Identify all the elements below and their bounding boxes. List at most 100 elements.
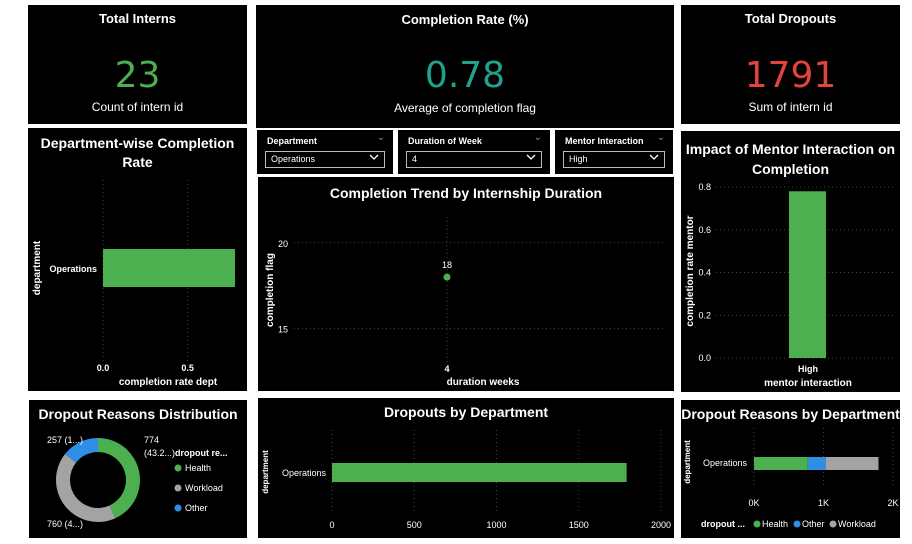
data-point [443, 273, 451, 281]
legend-item: Other [185, 503, 208, 513]
kpi-title: Completion Rate (%) [401, 12, 529, 27]
bar-high [789, 191, 826, 358]
data-label: 18 [442, 260, 452, 270]
slice-health [98, 438, 140, 519]
dept-completion-plot: 0.0 0.5 Operations completion rate dept depa… [32, 180, 235, 388]
kpi-value: 23 [114, 55, 161, 96]
chevron-down-icon[interactable]: ⌄ [533, 132, 542, 143]
chevron-down-icon[interactable]: ⌄ [376, 132, 385, 143]
y-tick-label: Operations [282, 468, 327, 478]
bar-segment-workload [825, 457, 879, 470]
kpi-title: Total Dropouts [744, 11, 837, 26]
bar-operations [103, 249, 235, 287]
chart-completion-trend[interactable]: Completion Trend by Internship Duration … [258, 177, 674, 391]
y-axis-label: completion flag [265, 253, 276, 327]
slicer-dropdown[interactable]: High [563, 151, 665, 168]
slicer-label: Duration of Week [408, 136, 482, 146]
x-tick-label: High [798, 364, 818, 374]
slice-workload [55, 453, 116, 522]
x-tick-label: 0.0 [97, 363, 110, 373]
chevron-down-icon [526, 154, 536, 160]
slicer-label: Department [267, 136, 318, 146]
chart-dept-completion[interactable]: Department-wise Completion Rate 0.0 0.5 Op… [28, 128, 247, 391]
chart-title-line: Impact of Mentor Interaction on [685, 141, 896, 157]
legend-item: Other [802, 519, 825, 529]
y-tick-label: 0.4 [698, 268, 711, 278]
x-tick-label: 2000 [651, 520, 671, 530]
dropouts-by-dept-plot: 0 500 1000 1500 2000 Operations department [261, 430, 671, 530]
chevron-down-icon [369, 154, 379, 160]
legend-marker [829, 520, 837, 528]
reasons-by-dept-plot: 0K 1K 2K Operations department dropout ... Hea… [683, 428, 899, 529]
y-tick-label: Operations [49, 264, 97, 274]
kpi-card-total-dropouts[interactable]: Total Dropouts 1791 Sum of intern id [681, 5, 900, 124]
chart-title: Dropout Reasons by Department [681, 406, 900, 422]
completion-trend-plot: 20 15 18 4 duration weeks completion flag [265, 217, 666, 388]
slicer-value: High [569, 154, 588, 164]
x-tick-label: 1500 [569, 520, 589, 530]
chart-title: Department-wise Completion Rate [28, 134, 247, 172]
legend-marker [174, 464, 182, 472]
bar-segment-other [807, 457, 826, 470]
y-tick-label: 0.6 [698, 225, 711, 235]
y-axis-label: department [32, 240, 43, 295]
kpi-caption: Count of intern id [91, 100, 184, 114]
bar-operations [332, 463, 627, 482]
y-tick-label: 0.0 [698, 353, 711, 363]
chart-title-line: Rate [122, 154, 153, 170]
slicer-dropdown[interactable]: Operations [265, 151, 385, 168]
data-label: 774 [144, 435, 159, 445]
kpi-value: 0.78 [424, 55, 506, 96]
legend-item: Workload [185, 483, 223, 493]
chart-mentor-impact[interactable]: Impact of Mentor Interaction on Completi… [681, 131, 900, 392]
slicer-value: 4 [412, 154, 418, 164]
x-tick-label: 0 [329, 520, 334, 530]
chart-title: Impact of Mentor Interaction on Completi… [681, 139, 900, 179]
x-tick-label: 0.5 [181, 363, 194, 373]
slicer-department[interactable]: Department ⌄ Operations [257, 130, 393, 174]
y-tick-label: 20 [278, 239, 288, 249]
chart-title-line: Completion [752, 161, 829, 177]
x-tick-label: 0K [748, 498, 759, 508]
legend-marker [174, 504, 182, 512]
dropout-reasons-plot: 774 (43.2...) 257 (1...) 760 (4...) dropout … [47, 435, 228, 529]
slicer-label: Mentor Interaction [565, 136, 644, 146]
chart-title: Completion Trend by Internship Duration [329, 185, 603, 201]
data-label: (43.2...) [144, 448, 175, 458]
legend-title: dropout re... [175, 448, 228, 458]
legend-item: Health [762, 519, 788, 529]
chart-title: Dropouts by Department [383, 404, 549, 420]
data-label: 760 (4...) [47, 519, 83, 529]
x-tick-label: 4 [444, 364, 449, 374]
chart-dropouts-by-dept[interactable]: Dropouts by Department 0 500 1000 1500 2000 O… [258, 398, 674, 538]
chart-dropout-reasons[interactable]: Dropout Reasons Distribution 774 (43.2...… [29, 400, 247, 538]
chart-reasons-by-dept[interactable]: Dropout Reasons by Department 0K 1K 2K Oper… [681, 400, 900, 538]
x-axis-label: mentor interaction [764, 378, 852, 389]
x-axis-label: duration weeks [447, 377, 520, 388]
y-tick-label: Operations [703, 458, 748, 468]
mentor-impact-plot: 0.8 0.6 0.4 0.2 0.0 High mentor interaction com… [685, 182, 893, 389]
slicer-mentor-interaction[interactable]: Mentor Interaction ⌄ High [555, 130, 673, 174]
legend-item: Workload [838, 519, 876, 529]
kpi-caption: Average of completion flag [394, 101, 536, 115]
slicer-value: Operations [271, 154, 316, 164]
y-tick-label: 0.2 [698, 310, 711, 320]
slicer-dropdown[interactable]: 4 [406, 151, 542, 168]
x-tick-label: 1K [818, 498, 829, 508]
y-axis-label: completion rate mentor [685, 215, 696, 326]
slice-other [65, 438, 98, 463]
kpi-card-completion-rate[interactable]: Completion Rate (%) 0.78 Average of comp… [256, 5, 674, 128]
x-axis-label: completion rate dept [119, 377, 218, 388]
chevron-down-icon[interactable]: ⌄ [656, 132, 665, 143]
chart-title-line: Department-wise Completion [40, 135, 235, 151]
legend-title: dropout ... [701, 519, 745, 529]
data-label: 257 (1...) [47, 435, 83, 445]
y-axis-label: department [261, 450, 270, 494]
bar-segment-health [754, 457, 808, 470]
kpi-caption: Sum of intern id [748, 100, 833, 114]
slicer-duration-of-week[interactable]: Duration of Week ⌄ 4 [398, 130, 550, 174]
legend-marker [174, 484, 182, 492]
y-tick-label: 15 [278, 325, 288, 335]
kpi-card-total-interns[interactable]: Total Interns 23 Count of intern id [28, 5, 247, 124]
chart-title: Dropout Reasons Distribution [38, 406, 238, 422]
